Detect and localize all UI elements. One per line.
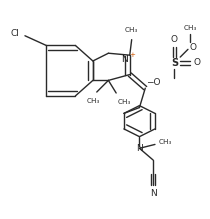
Text: CH₃: CH₃: [86, 98, 100, 104]
Text: CH₃: CH₃: [183, 25, 197, 31]
Text: CH₃: CH₃: [159, 140, 172, 145]
Text: O: O: [190, 43, 197, 52]
Text: +: +: [130, 52, 136, 58]
Text: N: N: [150, 189, 156, 198]
Text: O: O: [194, 58, 201, 67]
Text: CH₃: CH₃: [118, 99, 131, 105]
Text: N: N: [122, 55, 128, 64]
Text: S: S: [171, 58, 178, 68]
Text: CH₃: CH₃: [125, 27, 138, 33]
Text: Cl: Cl: [10, 29, 19, 38]
Text: N: N: [136, 144, 143, 153]
Text: O: O: [171, 35, 178, 44]
Text: −O: −O: [146, 78, 161, 87]
